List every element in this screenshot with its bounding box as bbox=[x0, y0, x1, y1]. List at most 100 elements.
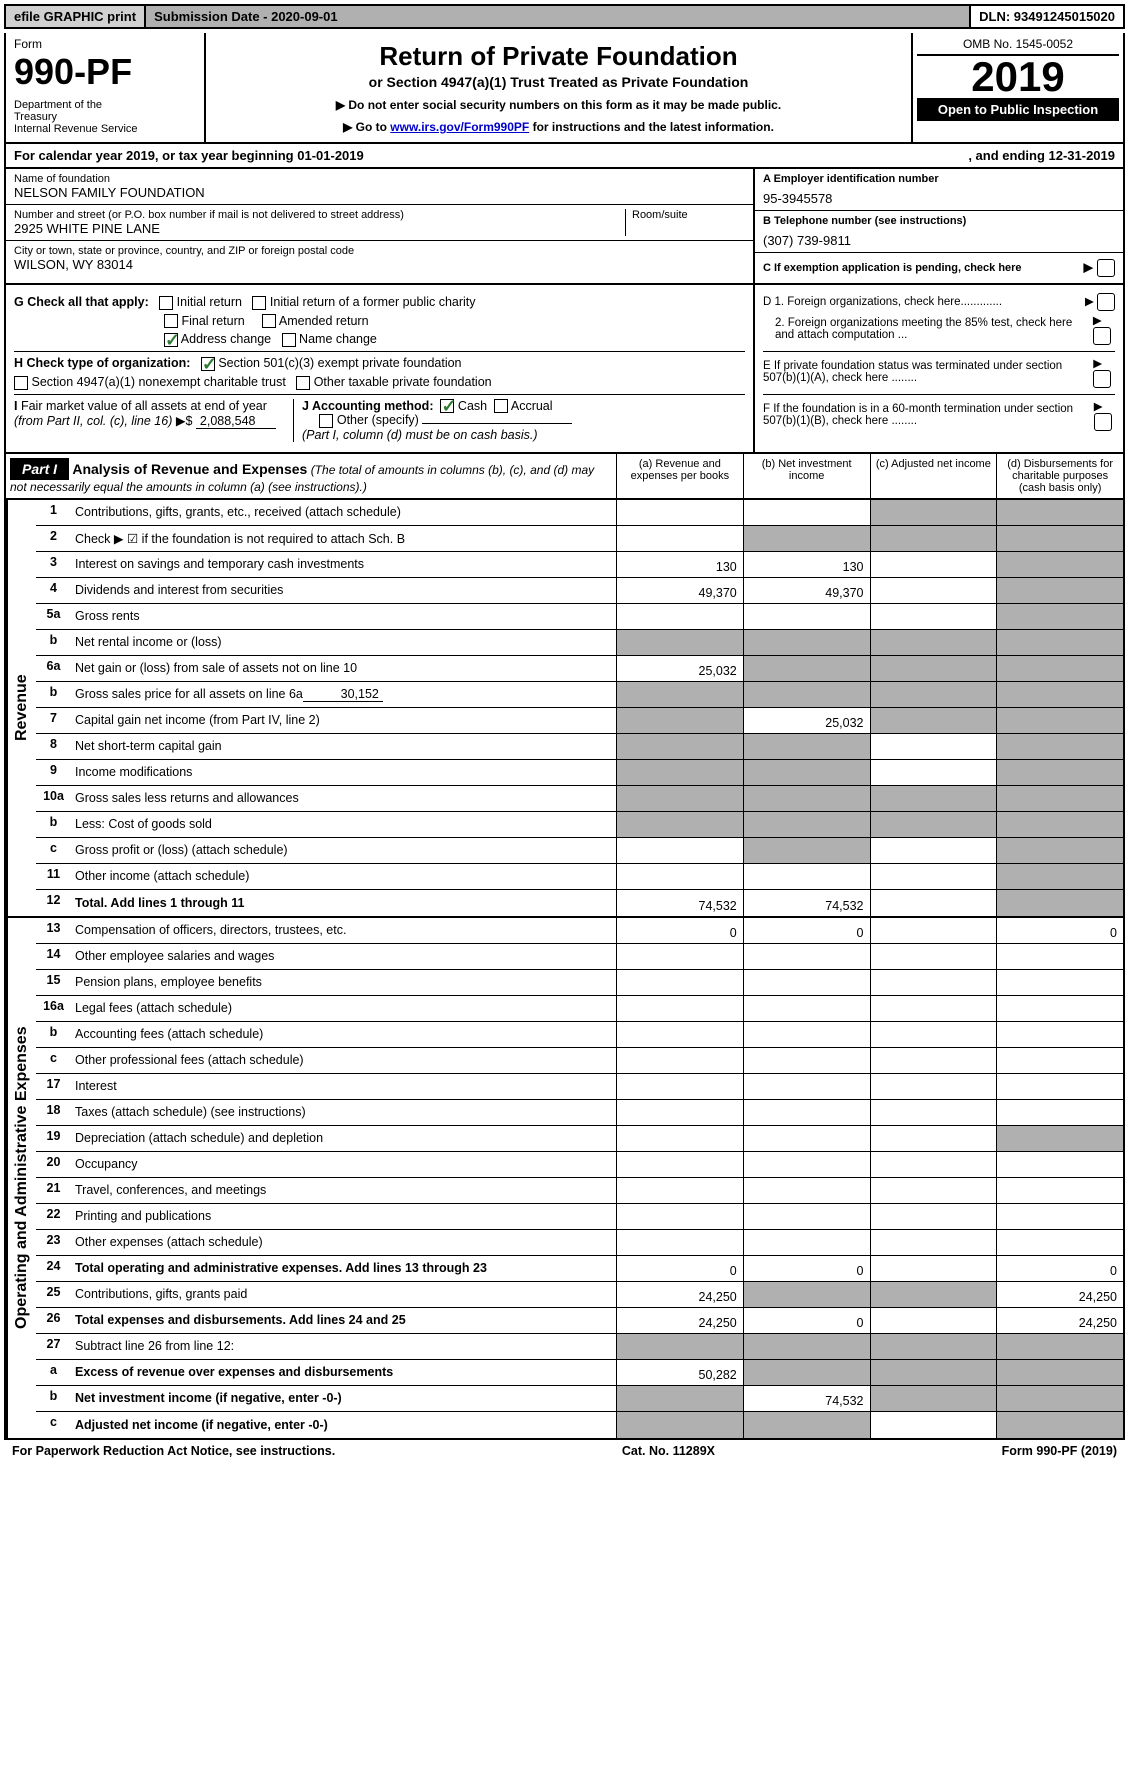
g-address-change-checkbox[interactable] bbox=[164, 333, 178, 347]
calendar-text: For calendar year 2019, or tax year begi… bbox=[14, 148, 364, 163]
cell-dd bbox=[996, 970, 1123, 995]
expenses-table: Operating and Administrative Expenses 13… bbox=[4, 918, 1125, 1440]
line-description: Less: Cost of goods sold bbox=[71, 812, 616, 837]
d1-label: D 1. Foreign organizations, check here..… bbox=[763, 296, 1002, 308]
cal-end-date: 12-31-2019 bbox=[1049, 148, 1116, 163]
cell-c bbox=[870, 1360, 997, 1385]
line-description: Dividends and interest from securities bbox=[71, 578, 616, 603]
line-description: Printing and publications bbox=[71, 1204, 616, 1229]
line-number: c bbox=[36, 1412, 71, 1438]
foundation-name-box: Name of foundation NELSON FAMILY FOUNDAT… bbox=[6, 169, 753, 205]
irs-link[interactable]: www.irs.gov/Form990PF bbox=[390, 120, 529, 134]
cell-c bbox=[870, 1048, 997, 1073]
line-number: 23 bbox=[36, 1230, 71, 1255]
line-description: Net investment income (if negative, ente… bbox=[71, 1386, 616, 1411]
department-label: Department of theTreasuryInternal Revenu… bbox=[14, 99, 196, 135]
line-description: Excess of revenue over expenses and disb… bbox=[71, 1360, 616, 1385]
cell-c bbox=[870, 1282, 997, 1307]
line-number: 18 bbox=[36, 1100, 71, 1125]
line-number: c bbox=[36, 838, 71, 863]
cell-b bbox=[743, 864, 870, 889]
h-501c3-checkbox[interactable] bbox=[201, 357, 215, 371]
line-description: Other income (attach schedule) bbox=[71, 864, 616, 889]
line-number: b bbox=[36, 812, 71, 837]
j-accrual-checkbox[interactable] bbox=[494, 399, 508, 413]
cell-c bbox=[870, 838, 997, 863]
identity-right: A Employer identification number 95-3945… bbox=[753, 169, 1123, 283]
cell-c bbox=[870, 996, 997, 1021]
cell-c bbox=[870, 1230, 997, 1255]
cell-c bbox=[870, 864, 997, 889]
table-row: bLess: Cost of goods sold bbox=[36, 812, 1123, 838]
cell-b bbox=[743, 1022, 870, 1047]
j-opt-0: Cash bbox=[458, 399, 487, 413]
d2-checkbox[interactable] bbox=[1093, 327, 1111, 345]
cell-dd bbox=[996, 838, 1123, 863]
cell-dd bbox=[996, 630, 1123, 655]
cell-b bbox=[743, 1126, 870, 1151]
cell-c bbox=[870, 734, 997, 759]
g-initial-former-checkbox[interactable] bbox=[252, 296, 266, 310]
g-amended-checkbox[interactable] bbox=[262, 314, 276, 328]
col-d-header: (d) Disbursements for charitable purpose… bbox=[996, 454, 1123, 498]
cell-dd bbox=[996, 890, 1123, 916]
d1-checkbox[interactable] bbox=[1097, 293, 1115, 311]
calendar-year-row: For calendar year 2019, or tax year begi… bbox=[4, 144, 1125, 169]
line-description: Gross rents bbox=[71, 604, 616, 629]
h-row-2: Section 4947(a)(1) nonexempt charitable … bbox=[14, 375, 745, 390]
cell-a bbox=[616, 786, 743, 811]
line-number: 19 bbox=[36, 1126, 71, 1151]
form-subtitle: or Section 4947(a)(1) Trust Treated as P… bbox=[214, 74, 903, 90]
cell-c bbox=[870, 1204, 997, 1229]
cell-a: 24,250 bbox=[616, 1282, 743, 1307]
line-number: 22 bbox=[36, 1204, 71, 1229]
cell-a bbox=[616, 1178, 743, 1203]
table-row: 17Interest bbox=[36, 1074, 1123, 1100]
g-name-change-checkbox[interactable] bbox=[282, 333, 296, 347]
form-header: Form 990-PF Department of theTreasuryInt… bbox=[4, 33, 1125, 144]
cell-c bbox=[870, 786, 997, 811]
cell-a: 74,532 bbox=[616, 890, 743, 916]
g-final-checkbox[interactable] bbox=[164, 314, 178, 328]
cell-c bbox=[870, 682, 997, 707]
cell-a bbox=[616, 500, 743, 525]
j-other-checkbox[interactable] bbox=[319, 414, 333, 428]
line-description: Gross sales less returns and allowances bbox=[71, 786, 616, 811]
cell-b bbox=[743, 500, 870, 525]
part1-label: Part I bbox=[10, 458, 69, 480]
footer-center: Cat. No. 11289X bbox=[622, 1444, 715, 1458]
table-row: bAccounting fees (attach schedule) bbox=[36, 1022, 1123, 1048]
cell-a bbox=[616, 1230, 743, 1255]
table-row: cAdjusted net income (if negative, enter… bbox=[36, 1412, 1123, 1438]
e-checkbox[interactable] bbox=[1093, 370, 1111, 388]
cell-a: 0 bbox=[616, 918, 743, 943]
cell-b bbox=[743, 526, 870, 551]
j-cash-checkbox[interactable] bbox=[440, 399, 454, 413]
line-number: 17 bbox=[36, 1074, 71, 1099]
col-c-header: (c) Adjusted net income bbox=[870, 454, 997, 498]
cell-b: 25,032 bbox=[743, 708, 870, 733]
cal-end-label: , and ending bbox=[968, 148, 1048, 163]
cell-c bbox=[870, 1152, 997, 1177]
f-checkbox[interactable] bbox=[1094, 413, 1112, 431]
c-checkbox[interactable] bbox=[1097, 259, 1115, 277]
d1-check: ▶ bbox=[1085, 293, 1115, 311]
cell-a: 50,282 bbox=[616, 1360, 743, 1385]
cell-dd bbox=[996, 786, 1123, 811]
h-4947-checkbox[interactable] bbox=[14, 376, 28, 390]
cell-b bbox=[743, 838, 870, 863]
cell-c bbox=[870, 578, 997, 603]
h-other-checkbox[interactable] bbox=[296, 376, 310, 390]
line-description: Pension plans, employee benefits bbox=[71, 970, 616, 995]
line-description: Gross sales price for all assets on line… bbox=[71, 682, 616, 707]
cell-a bbox=[616, 1412, 743, 1438]
phone-value: (307) 739-9811 bbox=[763, 233, 1115, 248]
table-row: 11Other income (attach schedule) bbox=[36, 864, 1123, 890]
line-number: b bbox=[36, 682, 71, 707]
line-number: 16a bbox=[36, 996, 71, 1021]
check-left: G Check all that apply: Initial return I… bbox=[6, 285, 753, 452]
addr-value: 2925 WHITE PINE LANE bbox=[14, 221, 625, 236]
g-initial-checkbox[interactable] bbox=[159, 296, 173, 310]
cell-b: 49,370 bbox=[743, 578, 870, 603]
line-description: Legal fees (attach schedule) bbox=[71, 996, 616, 1021]
